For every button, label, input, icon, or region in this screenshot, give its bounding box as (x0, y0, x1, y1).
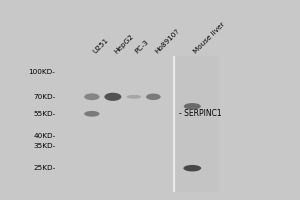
Ellipse shape (183, 165, 201, 171)
Text: 70KD-: 70KD- (33, 94, 56, 100)
Text: 40KD-: 40KD- (33, 133, 56, 139)
Text: HepG2: HepG2 (113, 33, 135, 55)
Text: - SERPINC1: - SERPINC1 (179, 109, 222, 118)
Text: 25KD-: 25KD- (33, 165, 56, 171)
Ellipse shape (104, 93, 122, 101)
Text: Mouse liver: Mouse liver (192, 21, 226, 55)
Ellipse shape (146, 94, 161, 100)
Ellipse shape (184, 103, 201, 110)
Ellipse shape (84, 111, 100, 117)
Text: 55KD-: 55KD- (33, 111, 56, 117)
Text: 100KD-: 100KD- (28, 69, 56, 75)
Text: 35KD-: 35KD- (33, 143, 56, 149)
Ellipse shape (84, 93, 100, 100)
Ellipse shape (127, 95, 141, 99)
Text: U251: U251 (92, 37, 110, 55)
Text: Ho8910?: Ho8910? (153, 28, 180, 55)
Text: PC-3: PC-3 (134, 39, 150, 55)
FancyBboxPatch shape (176, 56, 219, 192)
